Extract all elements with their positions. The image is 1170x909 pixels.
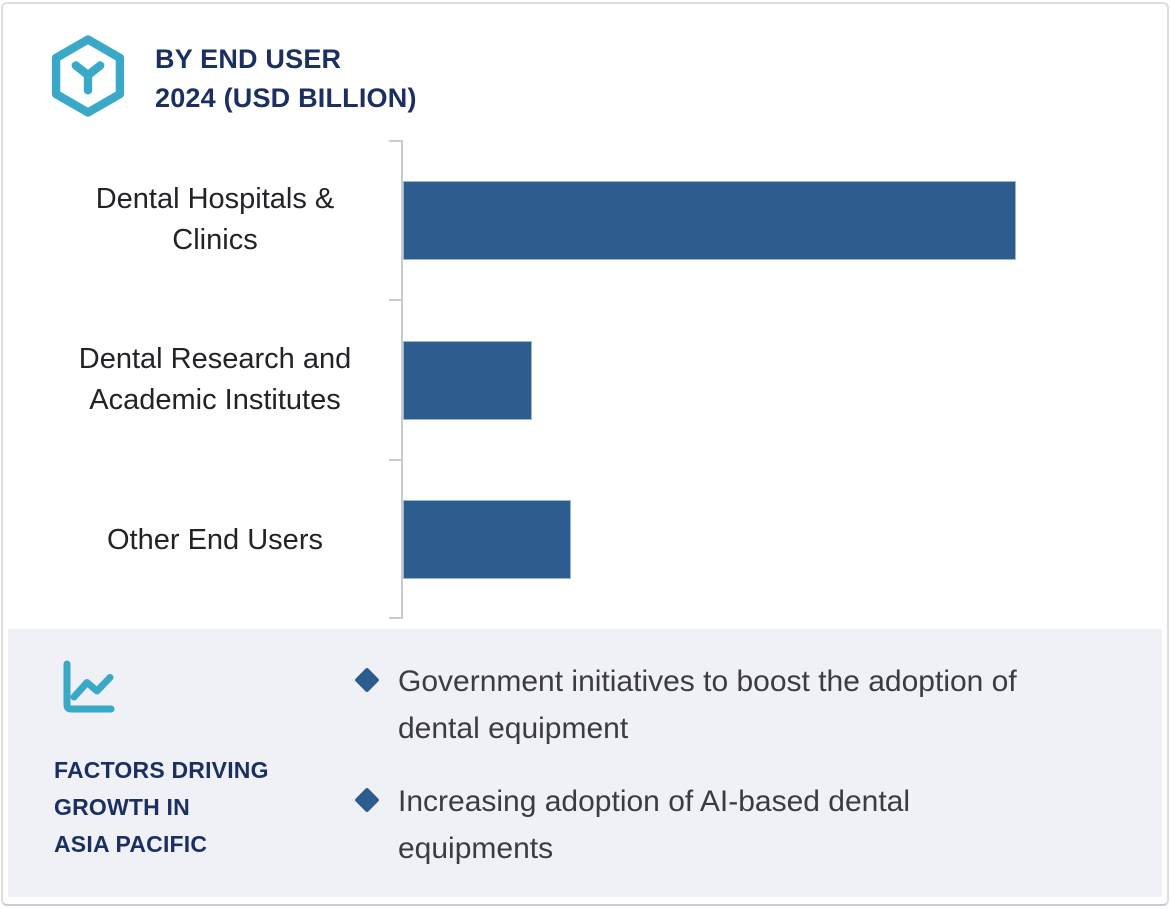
hexagon-cube-icon — [51, 35, 125, 117]
factors-heading-line: GROWTH IN — [54, 794, 190, 820]
factors-heading-line: FACTORS DRIVING — [54, 757, 269, 783]
factors-panel: FACTORS DRIVING GROWTH IN ASIA PACIFIC G… — [8, 629, 1162, 897]
axis-tick — [389, 459, 401, 461]
category-axis-line — [401, 140, 403, 619]
factor-item: Government initiatives to boost the adop… — [354, 658, 1158, 752]
diamond-bullet-icon — [354, 787, 380, 813]
line-chart-icon — [63, 660, 115, 713]
chart-title: BY END USER 2024 (USD BILLION) — [155, 40, 417, 118]
category-label-line: Clinics — [172, 224, 258, 256]
axis-tick — [389, 299, 401, 301]
factors-heading: FACTORS DRIVING GROWTH IN ASIA PACIFIC — [54, 752, 269, 863]
axis-tick — [389, 617, 401, 619]
chart-title-line1: BY END USER — [155, 44, 342, 74]
factor-item: Increasing adoption of AI-based dental e… — [354, 778, 1158, 872]
factor-text-line: Government initiatives to boost the adop… — [398, 665, 1017, 698]
category-label-line: Dental Research and — [78, 343, 352, 375]
category-label: Other End Users — [40, 460, 390, 620]
diamond-bullet-icon — [354, 667, 380, 693]
factor-text-line: dental equipment — [398, 712, 629, 745]
factors-heading-line: ASIA PACIFIC — [54, 831, 208, 857]
bar-dental-research-academic-institutes — [403, 341, 532, 420]
bar-other-end-users — [403, 500, 571, 579]
factor-text: Increasing adoption of AI-based dental e… — [398, 778, 910, 872]
category-label-line: Academic Institutes — [89, 384, 341, 416]
factor-text-line: equipments — [398, 832, 554, 865]
factor-text: Government initiatives to boost the adop… — [398, 658, 1017, 752]
factor-text-line: Increasing adoption of AI-based dental — [398, 785, 911, 818]
axis-tick — [389, 140, 401, 142]
bar-chart: Dental Hospitals & Clinics Dental Resear… — [0, 140, 1040, 620]
category-label: Dental Hospitals & Clinics — [40, 140, 390, 300]
category-label-line: Other End Users — [107, 523, 323, 556]
chart-title-line2: 2024 (USD BILLION) — [155, 83, 417, 113]
factors-list: Government initiatives to boost the adop… — [354, 658, 1158, 898]
category-label-line: Dental Hospitals & — [95, 183, 335, 215]
category-label: Dental Research and Academic Institutes — [40, 300, 390, 460]
bar-dental-hospitals-clinics — [403, 181, 1016, 260]
